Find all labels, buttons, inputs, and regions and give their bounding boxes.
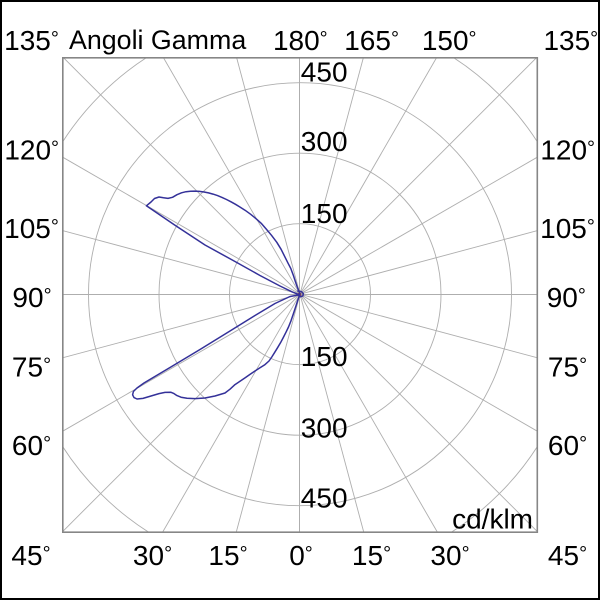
svg-text:135°: 135°: [543, 25, 598, 56]
svg-text:cd/klm: cd/klm: [452, 504, 533, 535]
svg-text:135°: 135°: [4, 25, 59, 56]
svg-text:120°: 120°: [540, 134, 595, 165]
svg-text:300: 300: [301, 126, 348, 157]
svg-text:0°: 0°: [289, 540, 313, 571]
svg-text:120°: 120°: [4, 134, 59, 165]
svg-text:150°: 150°: [422, 25, 477, 56]
svg-text:90°: 90°: [547, 282, 586, 313]
svg-text:105°: 105°: [4, 213, 59, 244]
svg-text:Angoli Gamma: Angoli Gamma: [69, 25, 246, 55]
svg-text:450: 450: [301, 57, 348, 88]
svg-text:150: 150: [301, 341, 348, 372]
svg-text:150: 150: [301, 198, 348, 229]
svg-text:165°: 165°: [344, 25, 399, 56]
svg-text:105°: 105°: [540, 213, 595, 244]
svg-text:450: 450: [301, 482, 348, 513]
svg-text:300: 300: [301, 412, 348, 443]
svg-text:180°: 180°: [273, 25, 328, 56]
